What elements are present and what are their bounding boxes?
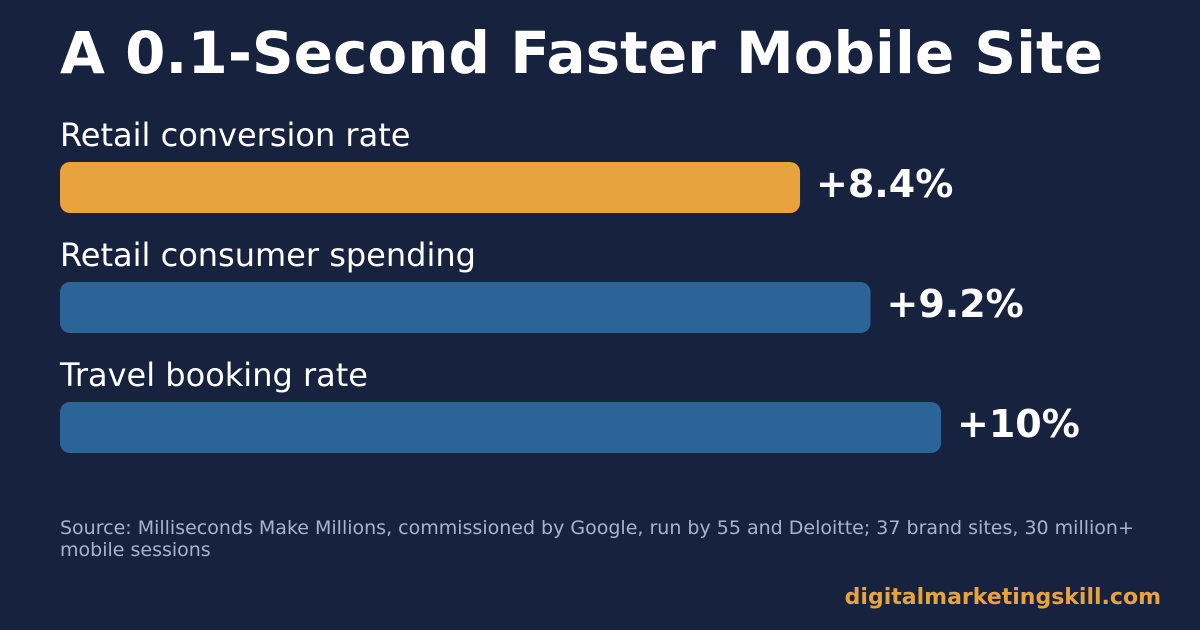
chart-bars-group: Retail conversion rate +8.4% Retail consum… — [59, 116, 1080, 453]
bar — [60, 402, 941, 453]
category-label: Retail conversion rate — [60, 116, 410, 154]
bar — [60, 282, 871, 333]
value-label: +8.4% — [816, 162, 953, 206]
brand-url: digitalmarketingskill.com — [844, 585, 1161, 610]
category-label: Retail consumer spending — [60, 236, 476, 274]
page-title: A 0.1-Second Faster Mobile Site — [60, 19, 1104, 87]
value-label: +10% — [957, 402, 1080, 446]
bar — [60, 162, 801, 213]
source-note: Source: Milliseconds Make Millions, comm… — [60, 517, 1134, 561]
category-label: Travel booking rate — [59, 356, 368, 394]
value-label: +9.2% — [887, 282, 1024, 326]
